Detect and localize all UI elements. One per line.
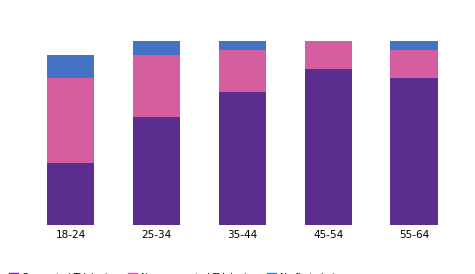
Text: ice of device for video service viewing by device type, November 2023: ice of device for video service viewing … [6, 15, 376, 25]
Bar [133, 55, 180, 117]
Bar [47, 55, 94, 78]
Bar [218, 27, 266, 50]
Bar [133, 27, 180, 55]
Legend: Connected TV devices, Non-connected TV devices, No first choice: Connected TV devices, Non-connected TV d… [6, 270, 349, 274]
Bar [47, 78, 94, 162]
Bar [218, 50, 266, 92]
Bar [133, 117, 180, 225]
Bar [218, 92, 266, 225]
Bar [390, 78, 437, 225]
Bar [390, 50, 437, 78]
Bar [390, 27, 437, 50]
Bar [47, 162, 94, 225]
Bar [304, 69, 352, 225]
Bar [304, 21, 352, 41]
Bar [304, 41, 352, 69]
